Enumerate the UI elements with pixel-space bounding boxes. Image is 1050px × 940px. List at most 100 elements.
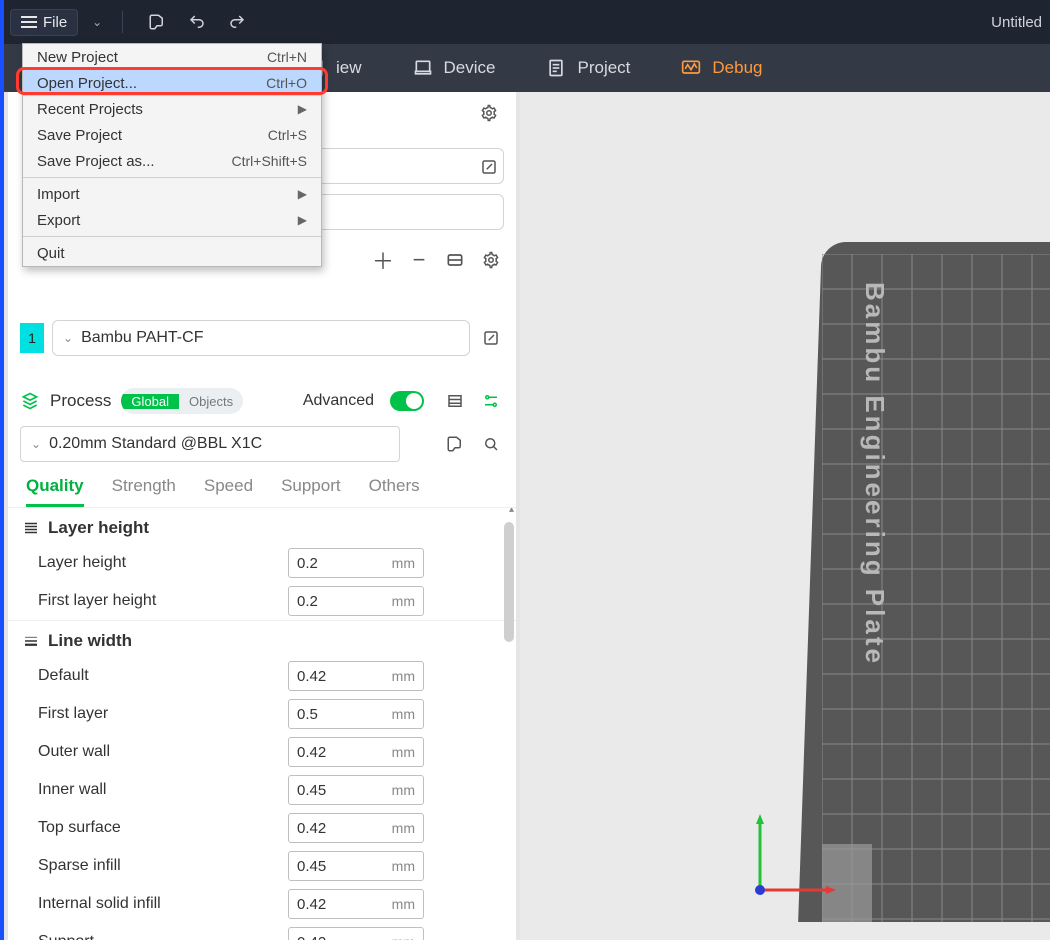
group-line-width[interactable]: Line width — [8, 620, 516, 657]
filament-settings-gear-icon[interactable] — [478, 247, 504, 273]
process-preset-select[interactable]: ⌄ 0.20mm Standard @BBL X1C — [20, 426, 400, 462]
param-value: 0.5 — [297, 706, 318, 723]
process-section-header: Process Global Objects Advanced — [8, 380, 516, 420]
preset-search-icon[interactable] — [478, 431, 504, 457]
param-input[interactable]: 0.42mm — [288, 737, 424, 767]
filament-edit-icon[interactable] — [478, 325, 504, 351]
tab-support[interactable]: Support — [281, 476, 341, 507]
menu-recent-projects[interactable]: Recent Projects ▶ — [23, 96, 321, 122]
process-section-label: Process — [50, 391, 111, 411]
menu-quit[interactable]: Quit — [23, 240, 321, 266]
param-value: 0.42 — [297, 896, 326, 913]
layers-icon — [22, 519, 40, 537]
scope-global: Global — [121, 394, 179, 409]
tab-project-label: Project — [577, 58, 630, 78]
param-input[interactable]: 0.42 mm — [288, 889, 424, 919]
param-row: Support0.42mm — [8, 923, 516, 940]
settings-list: Layer height Layer height 0.2 mm First l… — [8, 507, 516, 940]
param-input[interactable]: 0.45 mm — [288, 775, 424, 805]
param-label: Layer height — [38, 554, 288, 572]
sync-filament-icon[interactable] — [442, 247, 468, 273]
tab-label: Speed — [204, 476, 253, 495]
param-input[interactable]: 0.2 mm — [288, 586, 424, 616]
param-unit: mm — [392, 820, 415, 836]
process-tabs: Quality Strength Speed Support Others — [8, 468, 516, 507]
param-unit: mm — [392, 593, 415, 609]
param-input[interactable]: 0.5mm — [288, 699, 424, 729]
tab-device[interactable]: Device — [412, 57, 496, 79]
param-unit: mm — [392, 782, 415, 798]
compare-icon[interactable] — [442, 388, 468, 414]
filament-index: 1 — [28, 330, 36, 346]
param-value: 0.45 — [297, 782, 326, 799]
printer-settings-gear-icon[interactable] — [476, 100, 502, 126]
menu-label: Export — [37, 212, 80, 229]
menu-label: Recent Projects — [37, 101, 143, 118]
param-unit: mm — [392, 744, 415, 760]
preset-save-icon[interactable] — [442, 431, 468, 457]
viewport-3d[interactable]: Bambu Engineering Plate — [520, 92, 1050, 940]
hamburger-icon — [21, 16, 37, 28]
remove-filament-icon[interactable]: − — [406, 247, 432, 273]
tab-label: Others — [369, 476, 420, 495]
param-row: Default0.42mm — [8, 657, 516, 695]
group-layer-height[interactable]: Layer height — [8, 507, 516, 544]
menubar-separator — [122, 11, 123, 33]
scrollbar-thumb[interactable] — [504, 522, 514, 642]
chevron-down-icon: ⌄ — [31, 437, 41, 451]
build-plate-grid — [822, 254, 1050, 922]
process-preset-label: 0.20mm Standard @BBL X1C — [49, 435, 262, 453]
process-icon — [20, 391, 40, 411]
add-filament-icon[interactable]: ＋ — [370, 247, 396, 273]
tab-quality[interactable]: Quality — [26, 476, 84, 507]
advanced-label: Advanced — [303, 392, 374, 410]
param-input[interactable]: 0.42mm — [288, 813, 424, 843]
printer-edit-icon[interactable] — [476, 154, 502, 180]
param-input[interactable]: 0.42mm — [288, 661, 424, 691]
filament-color-swatch[interactable]: 1 — [20, 323, 44, 353]
filament-row: 1 ⌄ Bambu PAHT-CF — [20, 320, 516, 356]
param-input[interactable]: 0.42mm — [288, 927, 424, 940]
scope-objects: Objects — [179, 394, 243, 409]
menu-save-project-as[interactable]: Save Project as... Ctrl+Shift+S — [23, 148, 321, 174]
tab-strength[interactable]: Strength — [112, 476, 176, 507]
param-input[interactable]: 0.2 mm — [288, 548, 424, 578]
filament-select[interactable]: ⌄ Bambu PAHT-CF — [52, 320, 470, 356]
menu-import[interactable]: Import ▶ — [23, 181, 321, 207]
menu-export[interactable]: Export ▶ — [23, 207, 321, 233]
param-label: Sparse infill — [38, 857, 288, 875]
menu-label: New Project — [37, 49, 118, 66]
file-menu-button[interactable]: File — [10, 9, 78, 36]
linewidth-icon — [22, 632, 40, 650]
debug-icon — [680, 57, 702, 79]
param-row: Internal solid infill0.42mm — [8, 885, 516, 923]
redo-icon[interactable] — [225, 10, 249, 34]
tab-speed[interactable]: Speed — [204, 476, 253, 507]
menu-save-project[interactable]: Save Project Ctrl+S — [23, 122, 321, 148]
advanced-toggle[interactable] — [390, 391, 424, 411]
menu-label: Save Project as... — [37, 153, 155, 170]
scope-toggle[interactable]: Global Objects — [121, 388, 243, 414]
param-row: First layer height 0.2 mm — [8, 582, 516, 620]
param-unit: mm — [392, 896, 415, 912]
window-title: Untitled — [991, 14, 1042, 31]
file-dropdown: New Project Ctrl+N Open Project... Ctrl+… — [22, 43, 322, 267]
menu-open-project[interactable]: Open Project... Ctrl+O — [23, 70, 321, 96]
menu-shortcut: Ctrl+Shift+S — [232, 153, 307, 169]
menu-label: Open Project... — [37, 75, 137, 92]
menu-new-project[interactable]: New Project Ctrl+N — [23, 44, 321, 70]
tune-icon[interactable] — [478, 388, 504, 414]
param-input[interactable]: 0.45mm — [288, 851, 424, 881]
undo-icon[interactable] — [185, 10, 209, 34]
tab-project[interactable]: Project — [545, 57, 630, 79]
tab-debug[interactable]: Debug — [680, 57, 762, 79]
file-menu-chevron[interactable]: ⌄ — [86, 15, 108, 29]
param-label: Inner wall — [38, 781, 288, 799]
group-title: Layer height — [48, 518, 149, 538]
plate-label: Bambu Engineering Plate — [859, 282, 890, 666]
tab-others[interactable]: Others — [369, 476, 420, 507]
axis-gizmo — [750, 810, 840, 900]
param-label: First layer height — [38, 592, 288, 610]
tab-label: Quality — [26, 476, 84, 495]
save-icon[interactable] — [145, 10, 169, 34]
